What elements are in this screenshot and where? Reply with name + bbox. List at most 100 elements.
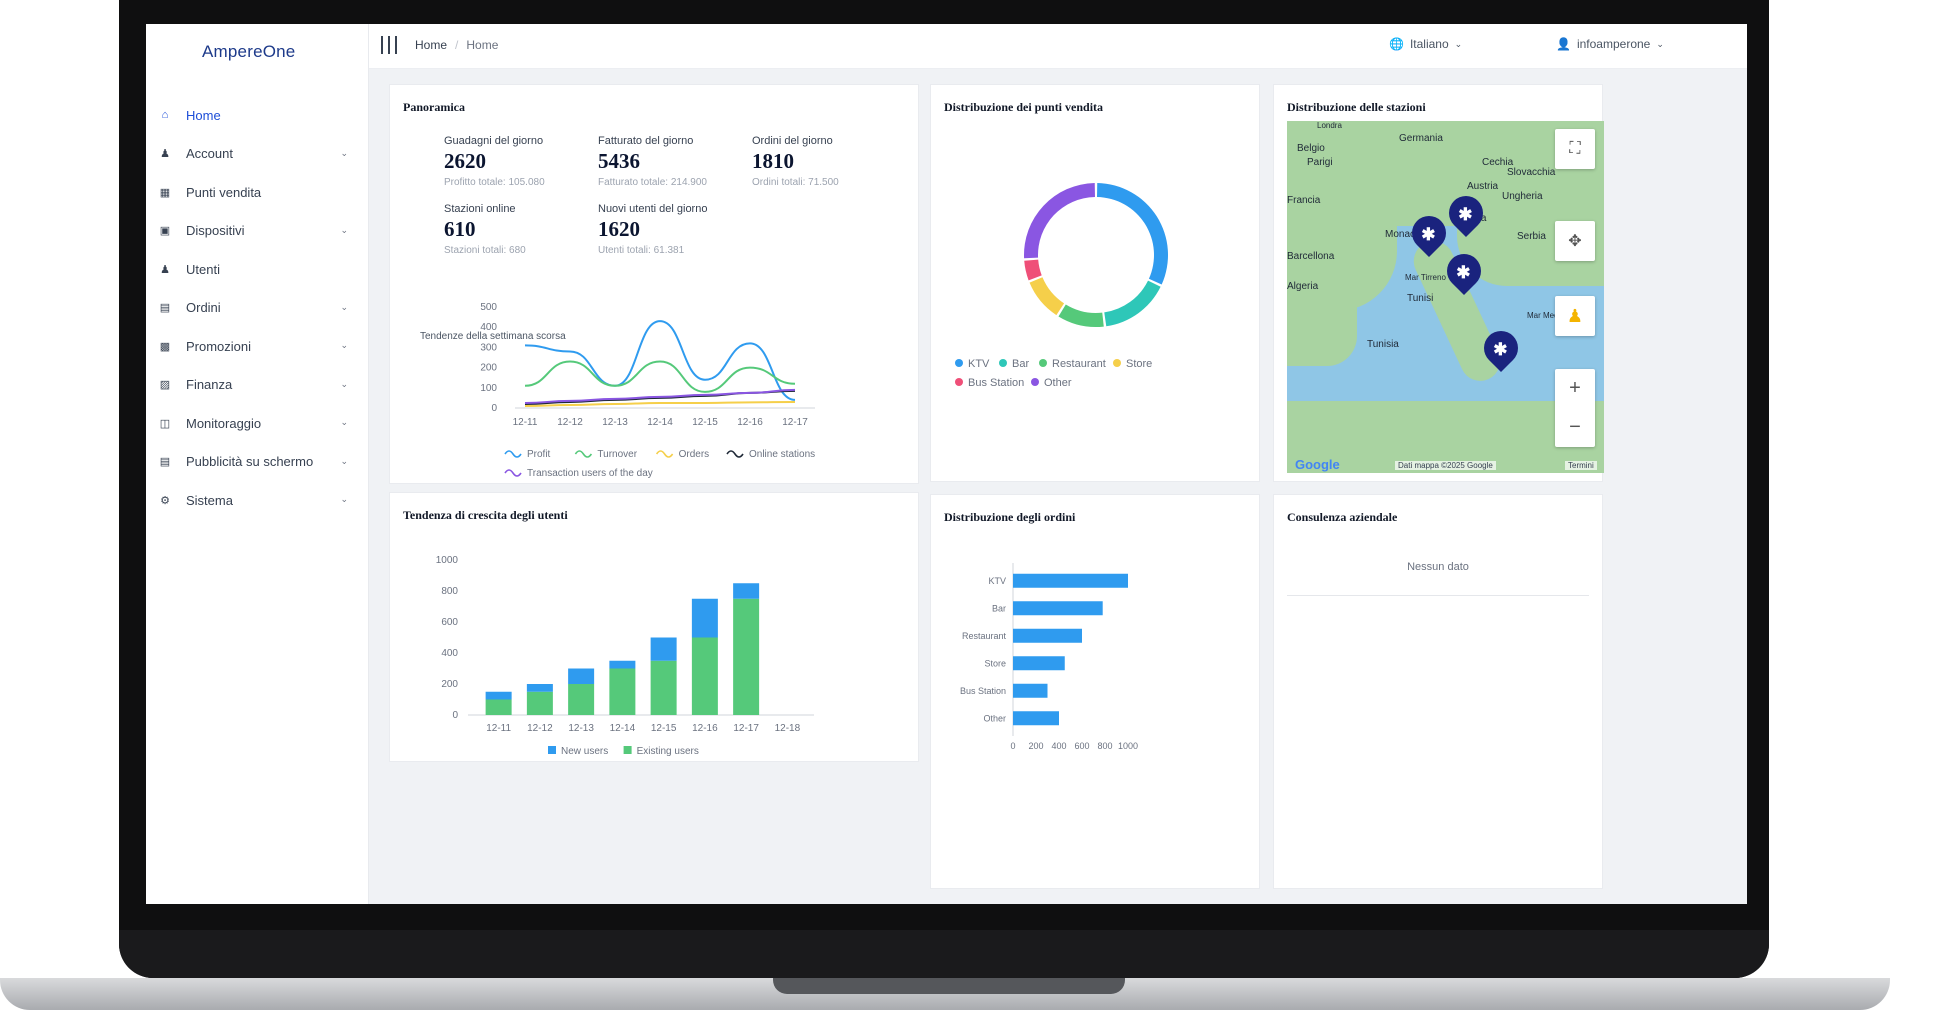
legend-label[interactable]: New users: [561, 746, 608, 757]
bar-existing-users[interactable]: [733, 598, 760, 715]
user-menu[interactable]: 👤 infoamperone ⌄: [1556, 37, 1664, 51]
sidebar-item-account[interactable]: ♟ Account ⌄: [146, 135, 368, 174]
bar-existing-users[interactable]: [485, 699, 512, 716]
legend-label[interactable]: Profit: [527, 449, 551, 460]
legend-label[interactable]: Other: [1044, 377, 1072, 389]
sidebar-item-finanza[interactable]: ▨ Finanza ⌄: [146, 366, 368, 405]
bar-restaurant[interactable]: [1013, 628, 1082, 643]
sidebar-item-utenti[interactable]: ♟ Utenti: [146, 250, 368, 289]
breadcrumb-separator: /: [455, 38, 459, 52]
globe-icon: 🌐: [1389, 37, 1404, 51]
map-pan-control[interactable]: ✥: [1555, 221, 1595, 261]
legend-label[interactable]: Bar: [1012, 358, 1029, 370]
sidebar-item-label: Home: [186, 107, 221, 123]
legend-swatch: [574, 450, 593, 458]
legend-label[interactable]: KTV: [968, 358, 990, 370]
y-tick-label: 800: [441, 586, 458, 597]
legend-label[interactable]: Turnover: [597, 449, 637, 460]
legend-label[interactable]: Online stations: [749, 449, 815, 460]
store-distribution-chart: KTV Bar Restaurant Store Bus Station Other: [955, 183, 1168, 389]
donut-slice-bus-station[interactable]: [1024, 259, 1042, 281]
bar-new-users[interactable]: [485, 691, 512, 700]
consulting-title: Consulenza aziendale: [1287, 510, 1398, 524]
legend-label[interactable]: Orders: [679, 449, 710, 460]
bar-existing-users[interactable]: [609, 668, 636, 716]
chevron-down-icon: ⌄: [340, 378, 348, 389]
top-bar: Home / Home 🌐 Italiano ⌄ 👤 infoamperone …: [369, 24, 1747, 69]
bar-ktv[interactable]: [1013, 573, 1128, 588]
language-selector[interactable]: 🌐 Italiano ⌄: [1389, 37, 1462, 51]
menu-toggle-icon[interactable]: [381, 36, 397, 54]
y-tick-label: 600: [441, 617, 458, 628]
donut-slice-bar[interactable]: [1104, 280, 1161, 327]
stat-total: Ordini totali: 71.500: [752, 177, 839, 188]
bar-other[interactable]: [1013, 711, 1059, 726]
y-tick-label: 200: [441, 679, 458, 690]
laptop-notch: [773, 978, 1125, 994]
station-map-title: Distribuzione delle stazioni: [1287, 100, 1426, 114]
map-label: Mar Tirreno: [1405, 273, 1446, 282]
bar-existing-users[interactable]: [691, 637, 718, 716]
station-map[interactable]: Londra Belgio Germania Parigi Cechia Slovacch…: [1287, 121, 1604, 473]
user-icon: ♟: [160, 148, 170, 161]
sidebar-item-promozioni[interactable]: ▩ Promozioni ⌄: [146, 327, 368, 366]
divider: [1287, 595, 1589, 596]
legend-label[interactable]: Store: [1126, 358, 1152, 370]
stat-block: Guadagni del giorno 2620 Profitto totale: …: [444, 135, 604, 188]
map-label: Cechia: [1482, 157, 1514, 168]
user-name: infoamperone: [1576, 37, 1651, 51]
zoom-out-button[interactable]: −: [1569, 416, 1581, 438]
bar-new-users[interactable]: [609, 660, 636, 669]
stat-total: Utenti totali: 61.381: [598, 245, 685, 256]
app-logo[interactable]: AmpereOne: [202, 42, 296, 61]
trend-title: Tendenze della settimana scorsa: [420, 331, 566, 342]
sidebar-item-ordini[interactable]: ▤ Ordini ⌄: [146, 289, 368, 328]
y-tick-label: 200: [480, 363, 497, 374]
sidebar-item-sistema[interactable]: ⚙ Sistema ⌄: [146, 481, 368, 520]
bar-new-users[interactable]: [526, 684, 553, 692]
donut-slice-store[interactable]: [1029, 277, 1065, 316]
donut-slice-other[interactable]: [1024, 183, 1095, 259]
bar-bus-station[interactable]: [1013, 683, 1048, 698]
sidebar-item-home[interactable]: ⌂ Home: [146, 96, 368, 135]
fullscreen-button[interactable]: ⛶: [1555, 129, 1595, 169]
bar-existing-users[interactable]: [526, 691, 553, 715]
stat-label: Nuovi utenti del giorno: [598, 203, 708, 215]
series-line-turnover: [524, 360, 796, 393]
sidebar-item-dispositivi[interactable]: ▣ Dispositivi ⌄: [146, 212, 368, 251]
bar-store[interactable]: [1013, 656, 1065, 671]
x-tick-label: 12-11: [513, 417, 538, 428]
bar-bar[interactable]: [1013, 601, 1103, 616]
bar-existing-users[interactable]: [650, 660, 677, 715]
sidebar-menu: ⌂ Home ♟ Account ⌄ ▦ Punti vendita ▣ Dispositivi…: [146, 96, 368, 520]
google-logo: Google: [1295, 457, 1340, 472]
legend-swatch: [1039, 359, 1047, 367]
sidebar-item-label: Utenti: [186, 261, 220, 277]
map-terms-link[interactable]: Termini: [1565, 461, 1597, 470]
sidebar-item-label: Punti vendita: [186, 184, 262, 200]
breadcrumb-home-link[interactable]: Home: [415, 38, 448, 52]
bar-new-users[interactable]: [650, 637, 677, 661]
bar-new-users[interactable]: [568, 668, 595, 685]
sidebar-item-pubblicit-su-schermo[interactable]: ▤ Pubblicità su schermo ⌄: [146, 443, 368, 482]
zoom-in-button[interactable]: +: [1569, 377, 1581, 399]
overview-title: Panoramica: [403, 100, 465, 114]
x-tick-label: 12-12: [557, 417, 583, 428]
bar-new-users[interactable]: [691, 598, 718, 638]
map-label: Monaco: [1385, 229, 1421, 240]
chevron-down-icon: ⌄: [340, 224, 348, 235]
donut-slice-ktv[interactable]: [1097, 183, 1168, 285]
bar-new-users[interactable]: [733, 583, 760, 599]
legend-label[interactable]: Restaurant: [1052, 358, 1106, 370]
bar-existing-users[interactable]: [568, 684, 595, 715]
sidebar-item-punti-vendita[interactable]: ▦ Punti vendita: [146, 173, 368, 212]
legend-label[interactable]: Bus Station: [968, 377, 1024, 389]
users-growth-title: Tendenza di crescita degli utenti: [403, 508, 568, 522]
donut-slice-restaurant[interactable]: [1058, 304, 1104, 327]
sidebar-item-monitoraggio[interactable]: ◫ Monitoraggio ⌄: [146, 404, 368, 443]
users-growth-chart: 0 200 400 600 800 1000 12-11 12-12 12-13 12-14 12-…: [436, 555, 814, 757]
legend-label[interactable]: Transaction users of the day: [527, 468, 653, 479]
legend-label[interactable]: Existing users: [637, 746, 699, 757]
street-view-pegman-icon[interactable]: ♟: [1555, 296, 1595, 336]
chevron-down-icon: ⌄: [1454, 38, 1463, 49]
